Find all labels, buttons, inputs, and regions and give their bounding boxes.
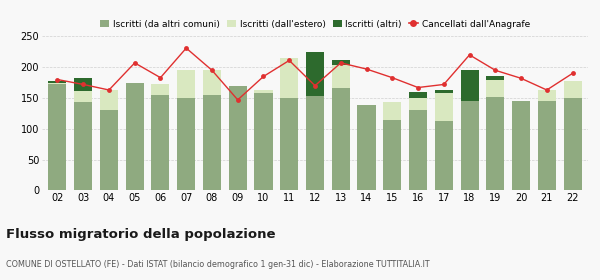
- Legend: Iscritti (da altri comuni), Iscritti (dall'estero), Iscritti (altri), Cancellati: Iscritti (da altri comuni), Iscritti (da…: [100, 20, 530, 29]
- Bar: [151, 95, 169, 190]
- Bar: [306, 96, 324, 190]
- Bar: [177, 98, 195, 190]
- Text: Flusso migratorio della popolazione: Flusso migratorio della popolazione: [6, 228, 275, 241]
- Bar: [49, 83, 67, 85]
- Bar: [409, 110, 427, 190]
- Bar: [435, 93, 453, 121]
- Bar: [409, 98, 427, 110]
- Bar: [151, 84, 169, 95]
- Bar: [49, 81, 67, 83]
- Bar: [280, 58, 298, 98]
- Bar: [538, 90, 556, 101]
- Bar: [486, 97, 504, 190]
- Bar: [486, 76, 504, 80]
- Bar: [461, 70, 479, 101]
- Bar: [538, 101, 556, 190]
- Bar: [383, 102, 401, 120]
- Bar: [332, 65, 350, 88]
- Bar: [486, 80, 504, 97]
- Bar: [435, 90, 453, 93]
- Bar: [461, 101, 479, 190]
- Bar: [332, 60, 350, 65]
- Bar: [383, 120, 401, 190]
- Bar: [126, 83, 144, 190]
- Bar: [49, 85, 67, 190]
- Bar: [177, 70, 195, 98]
- Text: COMUNE DI OSTELLATO (FE) - Dati ISTAT (bilancio demografico 1 gen-31 dic) - Elab: COMUNE DI OSTELLATO (FE) - Dati ISTAT (b…: [6, 260, 430, 269]
- Bar: [74, 102, 92, 190]
- Bar: [254, 93, 272, 190]
- Bar: [74, 91, 92, 102]
- Bar: [229, 86, 247, 190]
- Bar: [100, 110, 118, 190]
- Bar: [254, 90, 272, 93]
- Bar: [332, 88, 350, 190]
- Bar: [435, 121, 453, 190]
- Bar: [100, 90, 118, 110]
- Bar: [563, 81, 581, 98]
- Bar: [409, 92, 427, 98]
- Bar: [563, 98, 581, 190]
- Bar: [203, 70, 221, 95]
- Bar: [203, 95, 221, 190]
- Bar: [512, 101, 530, 190]
- Bar: [74, 78, 92, 91]
- Bar: [280, 98, 298, 190]
- Bar: [306, 52, 324, 96]
- Bar: [358, 105, 376, 190]
